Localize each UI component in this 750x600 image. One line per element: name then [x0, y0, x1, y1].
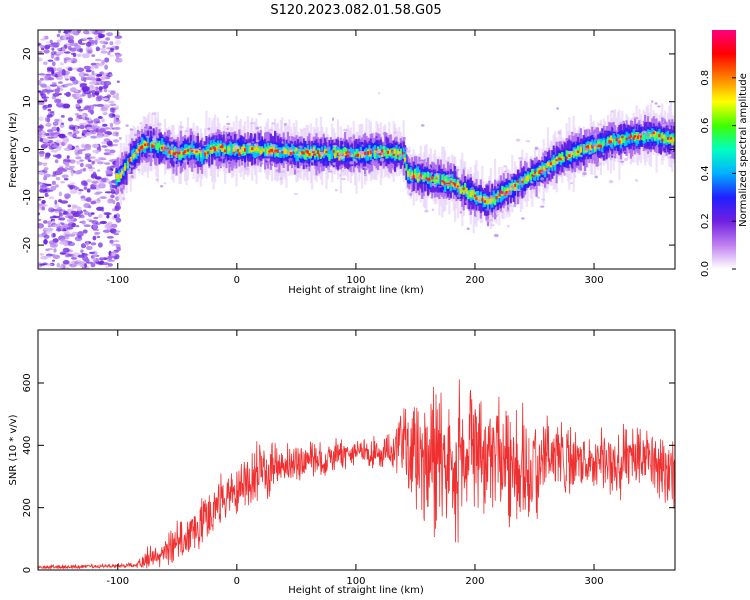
spectrogram-x-tick-label: 200 [465, 275, 484, 286]
snr-x-tick-label: 0 [234, 576, 240, 587]
spectrogram-x-tick-label: 0 [234, 275, 240, 286]
colorbar: 0.0 0.2 0.4 0.6 0.8 Normalized spectral ampl… [700, 30, 749, 277]
snr-y-ticks: 0 200 400 600 [22, 373, 675, 573]
spectrogram-y-tick-label: 10 [22, 95, 33, 108]
snr-x-tick-label: -100 [106, 576, 129, 587]
snr-y-tick-label: 600 [22, 373, 33, 392]
snr-panel: -100 0 100 200 300 0 200 400 600 Height of stra… [8, 329, 676, 596]
snr-y-tick-label: 0 [22, 567, 33, 573]
snr-x-tick-label: 200 [465, 576, 484, 587]
colorbar-tick-label: 0.0 [700, 261, 711, 277]
spectrogram-y-label: Frequency (Hz) [8, 112, 19, 188]
snr-x-tick-label: 100 [346, 576, 365, 587]
colorbar-ticks: 0.0 0.2 0.4 0.6 0.8 [700, 70, 736, 277]
snr-x-tick-label: 300 [584, 576, 603, 587]
spectrogram-y-tick-label: -20 [22, 237, 33, 253]
snr-y-label: SNR (10 * v/v) [8, 414, 19, 485]
snr-x-ticks: -100 0 100 200 300 [106, 330, 604, 587]
spectrogram-y-ticks: -20 -10 0 10 20 [22, 48, 675, 253]
colorbar-tick-label: 0.6 [700, 118, 711, 134]
figure-title: S120.2023.082.01.58.G05 [270, 3, 441, 18]
spectrogram-x-label: Height of straight line (km) [288, 285, 424, 296]
spectrogram-x-tick-label: -100 [106, 275, 129, 286]
snr-background [38, 330, 675, 570]
colorbar-label: Normalized spectral amplitude [738, 73, 749, 227]
colorbar-gradient [712, 30, 736, 269]
snr-series-line [38, 379, 675, 570]
spectrogram-x-tick-label: 100 [346, 275, 365, 286]
spectrogram-y-tick-label: 0 [22, 146, 33, 152]
snr-y-tick-label: 200 [22, 498, 33, 517]
spectrogram-x-ticks: -100 0 100 200 300 [106, 30, 604, 286]
colorbar-tick-label: 0.8 [700, 70, 711, 86]
colorbar-tick-label: 0.4 [700, 165, 711, 181]
snr-x-label: Height of straight line (km) [288, 585, 424, 596]
spectrogram-noise-layer [38, 30, 123, 269]
spectrogram-y-tick-label: 20 [22, 48, 33, 61]
spectrogram-band-layer [115, 92, 675, 238]
spectrogram-x-tick-label: 300 [584, 275, 603, 286]
spectrogram-y-tick-label: -10 [22, 189, 33, 205]
snr-y-tick-label: 400 [22, 436, 33, 455]
colorbar-tick-label: 0.2 [700, 213, 711, 229]
snr-frame [37, 329, 676, 571]
